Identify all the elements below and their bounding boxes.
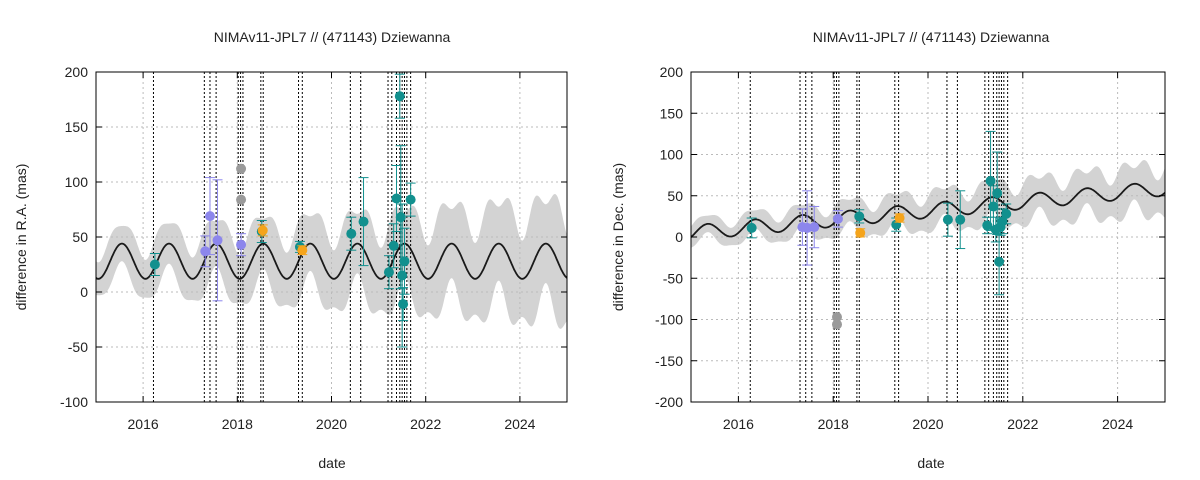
y-tick-label: 200 xyxy=(660,64,684,80)
data-point xyxy=(831,319,842,330)
y-tick-label: -50 xyxy=(663,270,683,286)
data-point xyxy=(992,188,1003,199)
x-tick-label: 2020 xyxy=(912,416,943,432)
y-tick-label: -200 xyxy=(655,394,683,410)
ra-panel: NIMAv11-JPL7 // (471143) Dziewanna date … xyxy=(13,29,568,471)
x-tick-label: 2018 xyxy=(222,416,253,432)
data-point xyxy=(988,201,999,212)
data-point xyxy=(855,227,866,238)
chart-title: NIMAv11-JPL7 // (471143) Dziewanna xyxy=(214,29,451,45)
data-point xyxy=(955,214,966,225)
y-tick-label: 0 xyxy=(80,284,88,300)
data-point xyxy=(1001,208,1012,219)
plot-area: -100 -50 0 50 100 150 200 2016 2018 2020 2022 2024 xyxy=(60,64,568,432)
x-tick-label: 2016 xyxy=(128,416,159,432)
data-point xyxy=(236,163,247,174)
data-point xyxy=(236,239,247,250)
y-axis-label: difference in Dec. (mas) xyxy=(610,163,626,311)
x-tick-label: 2022 xyxy=(1007,416,1038,432)
model-curve xyxy=(691,182,1165,238)
plot-content xyxy=(691,72,1165,402)
data-point xyxy=(236,194,247,205)
uncertainty-band xyxy=(96,194,567,329)
chart-title: NIMAv11-JPL7 // (471143) Dziewanna xyxy=(813,29,1050,45)
data-point xyxy=(832,213,843,224)
x-tick-label: 2022 xyxy=(410,416,441,432)
data-point xyxy=(982,220,993,231)
y-tick-label: -150 xyxy=(655,353,683,369)
x-axis-label: date xyxy=(318,455,345,471)
data-point xyxy=(994,256,1005,267)
data-point xyxy=(257,225,268,236)
x-tick-label: 2016 xyxy=(723,416,754,432)
model-curve xyxy=(96,242,567,280)
data-point xyxy=(831,312,842,323)
data-point xyxy=(395,212,406,223)
data-point xyxy=(391,193,402,204)
data-point xyxy=(200,246,211,257)
data-point xyxy=(894,213,905,224)
data-point xyxy=(297,245,308,256)
data-point xyxy=(985,175,996,186)
y-tick-label: -100 xyxy=(60,394,88,410)
data-point xyxy=(399,256,410,267)
plot-content xyxy=(96,72,567,402)
data-point xyxy=(346,228,357,239)
y-tick-label: 100 xyxy=(65,174,89,190)
x-axis-label: date xyxy=(917,455,944,471)
x-tick-label: 2024 xyxy=(1102,416,1133,432)
data-point xyxy=(394,91,405,102)
y-tick-label: -50 xyxy=(68,339,88,355)
x-tick-label: 2018 xyxy=(818,416,849,432)
y-tick-label: 0 xyxy=(675,229,683,245)
data-point xyxy=(388,240,399,251)
y-tick-label: 50 xyxy=(72,229,88,245)
data-point xyxy=(149,259,160,270)
data-point xyxy=(854,211,865,222)
data-point xyxy=(204,211,215,222)
y-tick-label: 150 xyxy=(660,105,684,121)
y-tick-label: 150 xyxy=(65,119,89,135)
data-point xyxy=(358,216,369,227)
data-point xyxy=(383,267,394,278)
dec-panel: NIMAv11-JPL7 // (471143) Dziewanna date … xyxy=(610,29,1166,471)
y-axis-label: difference in R.A. (mas) xyxy=(13,164,29,311)
plot-area: -200 -150 -100 -50 0 50 100 150 200 2016 2018 2020 2… xyxy=(655,64,1166,432)
data-point xyxy=(212,235,223,246)
data-point xyxy=(746,222,757,233)
y-tick-label: -100 xyxy=(655,312,683,328)
x-tick-label: 2020 xyxy=(316,416,347,432)
data-point xyxy=(942,214,953,225)
data-point xyxy=(809,222,820,233)
data-point xyxy=(398,299,409,310)
y-tick-label: 100 xyxy=(660,147,684,163)
y-tick-label: 50 xyxy=(667,188,683,204)
data-point xyxy=(397,270,408,281)
y-tick-label: 200 xyxy=(65,64,89,80)
x-tick-label: 2024 xyxy=(504,416,535,432)
data-point xyxy=(405,194,416,205)
